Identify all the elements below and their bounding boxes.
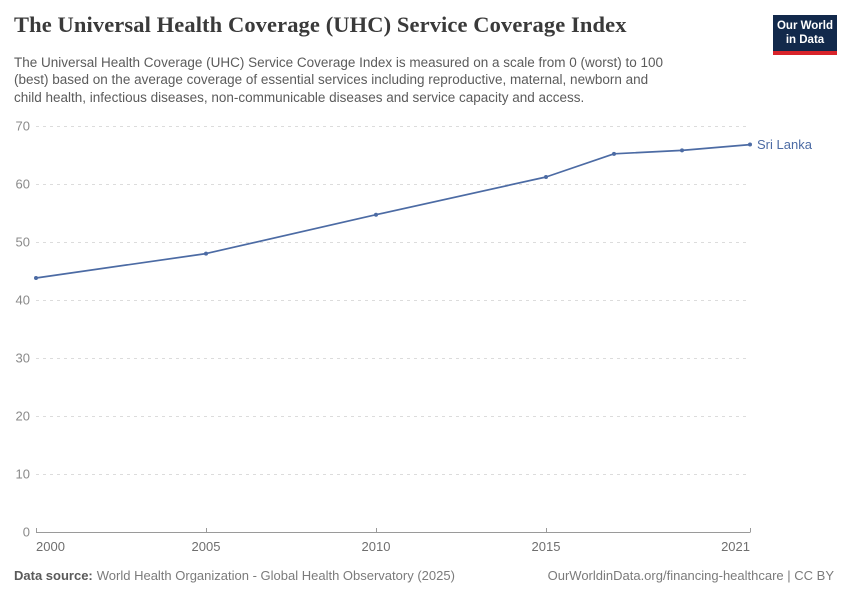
owid-logo-accent-bar <box>773 51 837 55</box>
y-axis-tick-label: 20 <box>16 409 30 424</box>
y-axis-tick-label: 60 <box>16 177 30 192</box>
data-point <box>680 148 684 153</box>
chart-subtitle: The Universal Health Coverage (UHC) Serv… <box>14 55 664 105</box>
y-axis-tick-label: 50 <box>16 235 30 250</box>
data-point <box>544 175 548 180</box>
data-point <box>748 142 752 147</box>
owid-logo-line1: Our World <box>776 20 833 32</box>
data-point <box>34 275 38 280</box>
chart-canvas: 0 10 20 30 40 50 60 70 2000 2005 2010 2015 2021 Sri L… <box>16 119 813 555</box>
data-point <box>374 212 378 217</box>
data-point <box>204 251 208 256</box>
x-axis-tick-label: 2005 <box>192 539 221 554</box>
x-axis-tick-label: 2010 <box>362 539 391 554</box>
series-end-label: Sri Lanka <box>757 137 813 152</box>
page-title: The Universal Health Coverage (UHC) Serv… <box>14 12 627 37</box>
x-axis-tick-label: 2021 <box>721 539 750 554</box>
data-line <box>35 143 751 279</box>
y-axis-tick-label: 0 <box>23 525 30 540</box>
data-source-label: Data source: <box>14 568 93 583</box>
y-axis-tick-label: 70 <box>16 119 30 134</box>
owid-logo[interactable]: Our World in Data <box>773 15 837 55</box>
y-axis-tick-label: 10 <box>16 467 30 482</box>
x-axis-tick-label: 2000 <box>36 539 65 554</box>
data-point <box>612 151 616 156</box>
owid-logo-line2: in Data <box>785 34 825 46</box>
data-source-note: Data source: World Health Organization - … <box>14 568 455 583</box>
y-axis-tick-label: 40 <box>16 293 30 308</box>
x-axis-tick-label: 2015 <box>532 539 561 554</box>
y-axis-tick-label: 30 <box>16 351 30 366</box>
credit-link[interactable]: OurWorldinData.org/financing-healthcare … <box>547 568 834 583</box>
owid-logo-text: Our World in Data <box>773 15 837 51</box>
chart-footer: Data source: World Health Organization - … <box>14 568 834 583</box>
data-source-value: World Health Organization - Global Healt… <box>96 568 455 583</box>
